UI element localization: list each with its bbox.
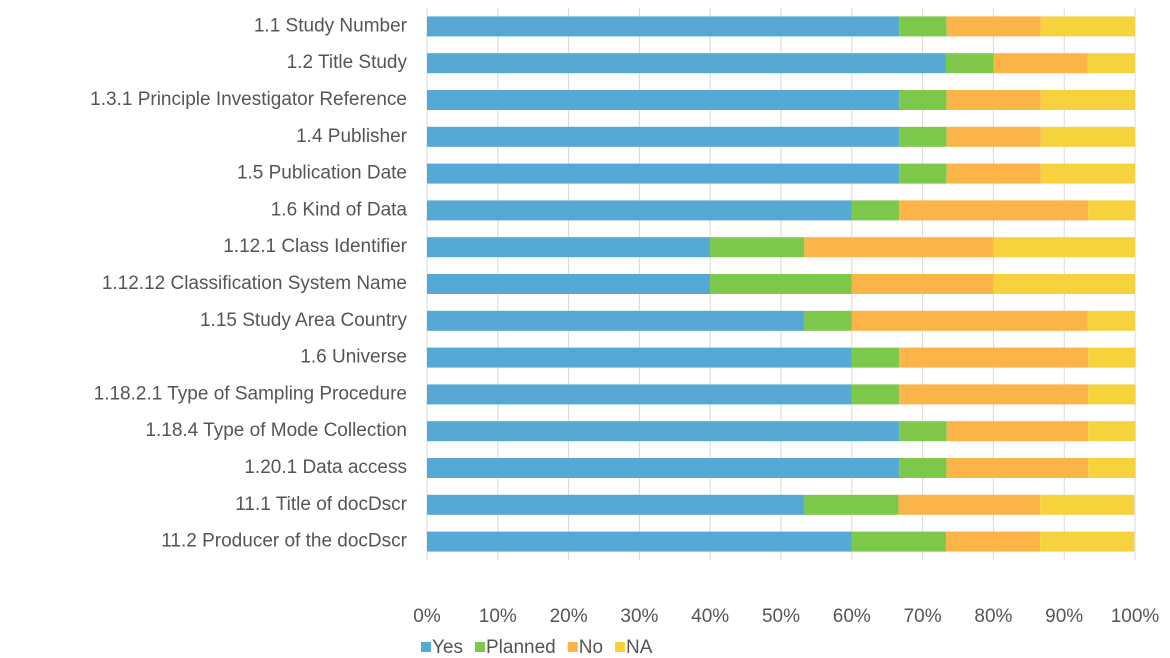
bar-segment bbox=[427, 274, 711, 294]
bar-segment bbox=[427, 531, 852, 552]
legend-swatch bbox=[475, 642, 485, 652]
bar-segment bbox=[427, 310, 805, 331]
x-tick-label: 20% bbox=[550, 606, 588, 627]
bar-segment bbox=[945, 53, 994, 74]
bar-segment bbox=[427, 494, 805, 515]
bar-segment bbox=[851, 347, 900, 368]
bar-segment bbox=[851, 200, 900, 221]
legend-label: NA bbox=[626, 637, 653, 658]
bar-segment bbox=[1040, 16, 1135, 37]
bar-segment bbox=[427, 237, 711, 258]
y-tick-label: 1.18.2.1 Type of Sampling Procedure bbox=[94, 383, 407, 404]
y-tick-label: 11.2 Producer of the docDscr bbox=[161, 531, 407, 552]
y-tick-label: 1.18.4 Type of Mode Collection bbox=[145, 420, 407, 441]
bar-segment bbox=[427, 53, 946, 74]
legend-swatch bbox=[615, 642, 626, 652]
bar-segment bbox=[899, 200, 1089, 221]
x-tick-label: 40% bbox=[691, 606, 729, 627]
bar-segment bbox=[899, 126, 947, 147]
x-tick-label: 60% bbox=[833, 606, 871, 627]
legend-label: No bbox=[579, 637, 603, 658]
bar-segment bbox=[946, 421, 1089, 442]
bar-segment bbox=[1040, 531, 1135, 552]
bar-segment bbox=[427, 384, 852, 405]
bar-segment bbox=[899, 421, 947, 442]
bar-segment bbox=[1088, 347, 1136, 368]
y-tick-label: 1.1 Study Number bbox=[254, 15, 408, 36]
bar-segment bbox=[804, 237, 994, 258]
bar-segment bbox=[1088, 458, 1136, 478]
bar-segment bbox=[1040, 494, 1135, 515]
bar-segment bbox=[1087, 310, 1135, 331]
bar-segment bbox=[427, 163, 900, 184]
bar-segment bbox=[899, 16, 947, 37]
x-tick-label: 30% bbox=[620, 606, 658, 627]
bar-segment bbox=[427, 90, 900, 110]
bar-segment bbox=[899, 458, 947, 478]
bar-segment bbox=[427, 421, 900, 442]
bar-segment bbox=[1040, 126, 1135, 147]
bar-segment bbox=[427, 458, 900, 478]
bar-segment bbox=[851, 531, 946, 552]
y-tick-label: 1.15 Study Area Country bbox=[200, 310, 408, 331]
x-tick-label: 100% bbox=[1111, 606, 1160, 627]
y-tick-label: 1.5 Publication Date bbox=[237, 163, 407, 184]
x-tick-label: 70% bbox=[904, 606, 942, 627]
bar-segment bbox=[804, 310, 852, 331]
bar-segment bbox=[946, 458, 1089, 478]
bar-segment bbox=[851, 274, 994, 294]
bar-segment bbox=[899, 90, 947, 110]
bar-segment bbox=[804, 494, 899, 515]
y-tick-label: 1.12.1 Class Identifier bbox=[223, 236, 407, 257]
y-tick-label: 1.12.12 Classification System Name bbox=[102, 273, 407, 294]
bar-segment bbox=[993, 274, 1135, 294]
bar-segment bbox=[1087, 53, 1135, 74]
y-tick-label: 11.1 Title of docDscr bbox=[235, 494, 407, 515]
y-tick-label: 1.6 Universe bbox=[300, 347, 407, 368]
bar-segment bbox=[946, 163, 1041, 184]
bar-segment bbox=[899, 384, 1089, 405]
legend-swatch bbox=[567, 642, 578, 652]
y-tick-label: 1.6 Kind of Data bbox=[271, 199, 408, 220]
bar-segment bbox=[899, 347, 1089, 368]
bar-segment bbox=[946, 126, 1041, 147]
bar-segment bbox=[710, 237, 805, 258]
y-tick-label: 1.3.1 Principle Investigator Reference bbox=[90, 89, 407, 110]
y-tick-label: 1.2 Title Study bbox=[287, 52, 408, 73]
bar-segment bbox=[427, 126, 900, 147]
bar-segment bbox=[427, 200, 852, 221]
bar-segment bbox=[945, 531, 1041, 552]
bar-segment bbox=[1040, 163, 1135, 184]
y-tick-label: 1.4 Publisher bbox=[296, 126, 408, 147]
x-tick-label: 0% bbox=[413, 606, 441, 627]
bar-segment bbox=[899, 163, 947, 184]
bar-segment bbox=[993, 53, 1088, 74]
legend-label: Yes bbox=[432, 637, 463, 658]
bar-segment bbox=[993, 237, 1135, 258]
bar-segment bbox=[946, 90, 1041, 110]
bar-segment bbox=[1088, 421, 1136, 442]
x-tick-label: 50% bbox=[762, 606, 800, 627]
bar-segment bbox=[427, 16, 900, 37]
x-tick-label: 90% bbox=[1045, 606, 1083, 627]
bar-segment bbox=[1088, 200, 1136, 221]
bar-segment bbox=[1040, 90, 1135, 110]
x-tick-label: 80% bbox=[974, 606, 1012, 627]
bar-segment bbox=[946, 16, 1041, 37]
x-tick-label: 10% bbox=[479, 606, 517, 627]
bar-segment bbox=[898, 494, 1041, 515]
y-tick-label: 1.20.1 Data access bbox=[244, 457, 407, 478]
bar-segment bbox=[851, 384, 900, 405]
bar-segment bbox=[851, 310, 1088, 331]
bar-segment bbox=[710, 274, 852, 294]
bar-segment bbox=[1088, 384, 1136, 405]
legend-swatch bbox=[421, 642, 431, 652]
legend-label: Planned bbox=[486, 637, 556, 658]
bar-segment bbox=[427, 347, 852, 368]
